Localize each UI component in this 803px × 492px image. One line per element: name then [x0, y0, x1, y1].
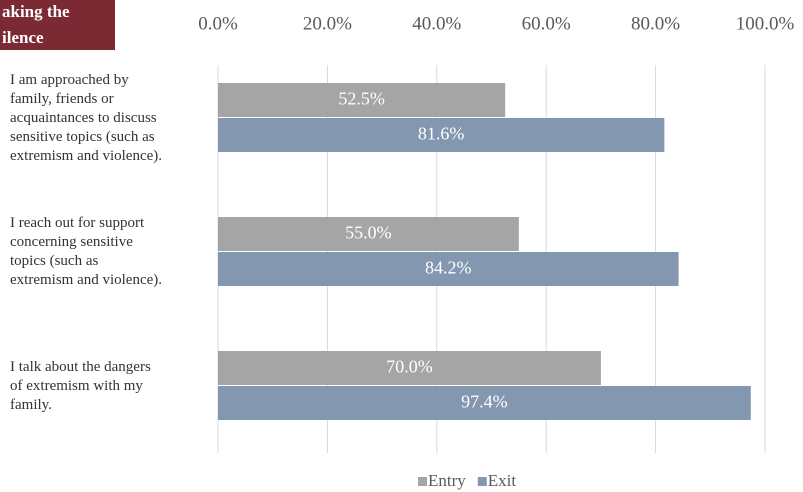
title-line: ilence — [2, 28, 44, 47]
bar — [218, 386, 751, 420]
x-tick-label: 100.0% — [736, 13, 795, 34]
value-label: 52.5% — [338, 89, 385, 109]
x-tick-label: 40.0% — [412, 13, 461, 34]
value-label: 81.6% — [418, 124, 465, 144]
legend-swatch — [418, 477, 427, 486]
title-line: aking the — [2, 2, 70, 21]
bar — [218, 252, 679, 286]
title-box — [0, 0, 115, 50]
legend-swatch — [477, 477, 487, 486]
value-label: 84.2% — [425, 258, 472, 278]
legend-label: Exit — [488, 471, 517, 490]
x-tick-label: 80.0% — [631, 13, 680, 34]
category-label: I reach out for support concerning sensi… — [10, 215, 163, 288]
category-label: I talk about the dangers of extremism wi… — [10, 358, 151, 413]
bar — [218, 118, 665, 152]
x-tick-label: 60.0% — [522, 13, 571, 34]
bar — [218, 83, 506, 117]
bar — [218, 217, 519, 251]
category-label: I am approached by family, friends or ac… — [10, 71, 163, 164]
legend-label: Entry — [428, 471, 466, 490]
x-tick-label: 20.0% — [303, 13, 352, 34]
value-label: 70.0% — [386, 357, 433, 377]
bar — [218, 351, 601, 385]
x-tick-label: 0.0% — [198, 13, 238, 34]
value-label: 55.0% — [345, 223, 392, 243]
value-label: 97.4% — [461, 392, 508, 412]
